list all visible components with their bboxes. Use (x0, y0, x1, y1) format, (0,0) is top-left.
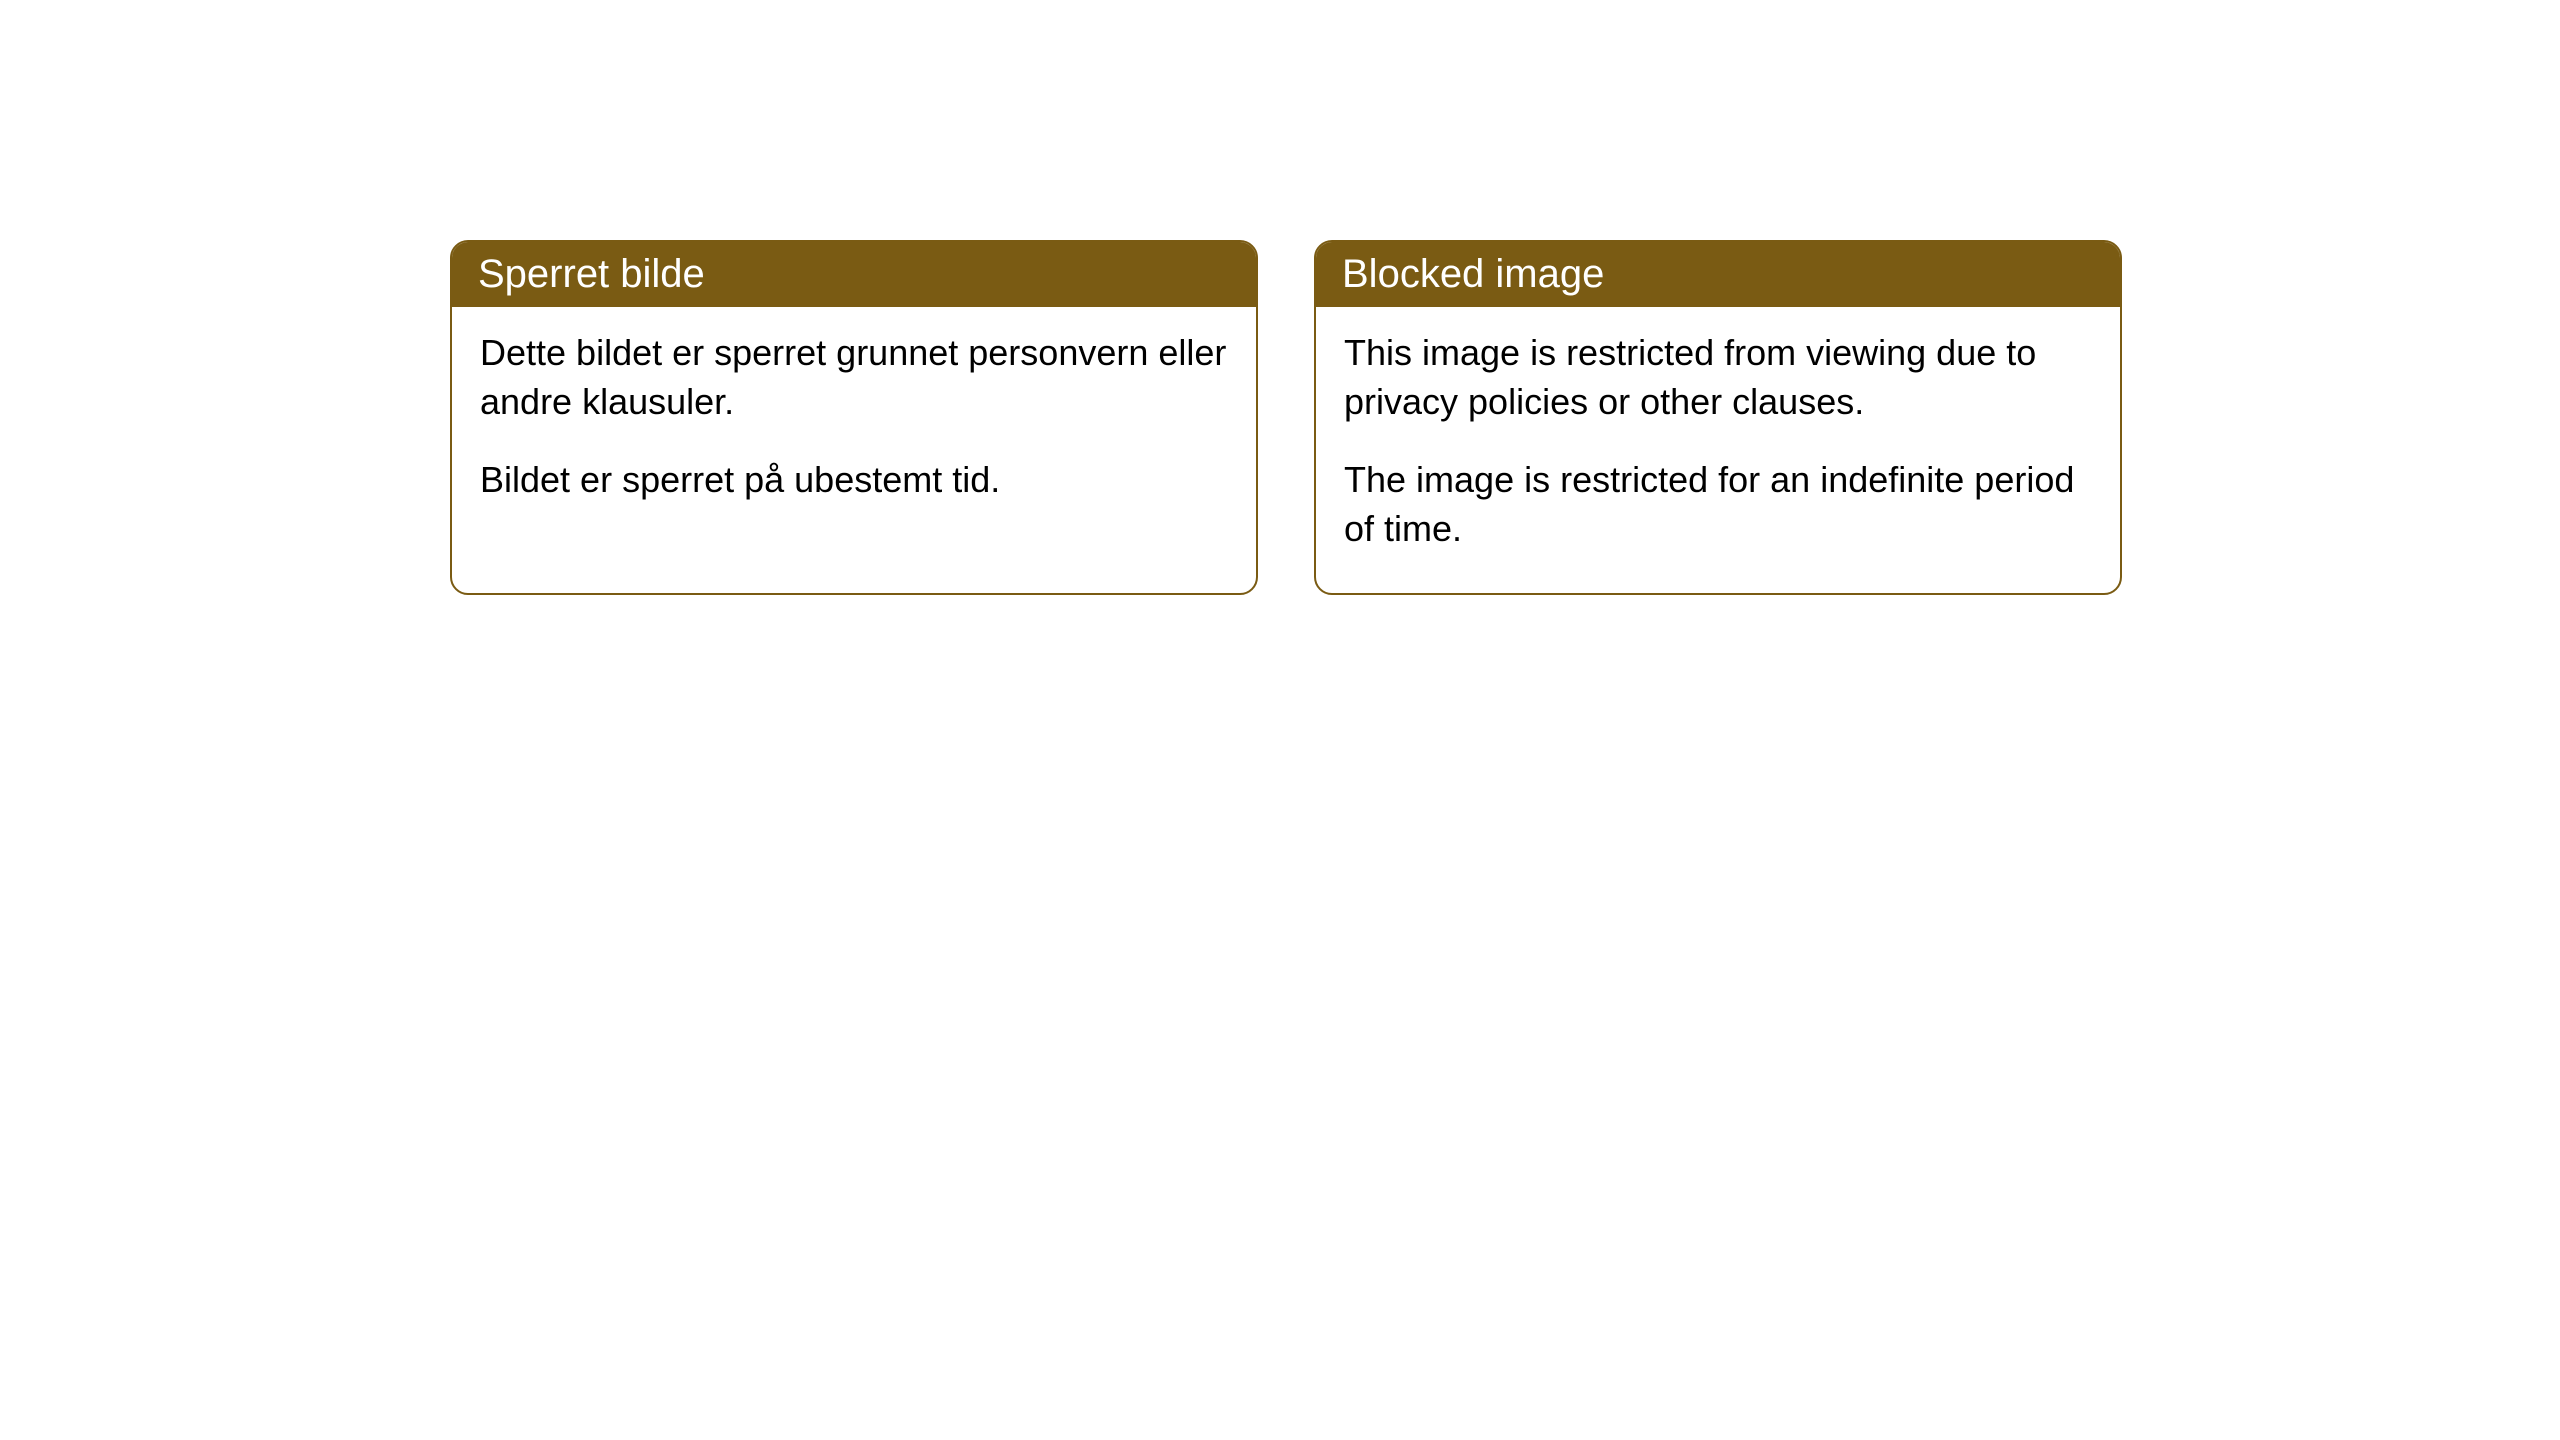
blocked-image-card-norwegian: Sperret bilde Dette bildet er sperret gr… (450, 240, 1258, 595)
card-body: Dette bildet er sperret grunnet personve… (452, 307, 1256, 545)
card-title: Sperret bilde (478, 252, 705, 296)
card-paragraph: The image is restricted for an indefinit… (1344, 456, 2092, 553)
blocked-image-card-english: Blocked image This image is restricted f… (1314, 240, 2122, 595)
card-paragraph: This image is restricted from viewing du… (1344, 329, 2092, 426)
card-header: Blocked image (1316, 242, 2120, 307)
card-paragraph: Bildet er sperret på ubestemt tid. (480, 456, 1228, 505)
cards-container: Sperret bilde Dette bildet er sperret gr… (450, 240, 2122, 595)
card-body: This image is restricted from viewing du… (1316, 307, 2120, 593)
card-paragraph: Dette bildet er sperret grunnet personve… (480, 329, 1228, 426)
card-header: Sperret bilde (452, 242, 1256, 307)
card-title: Blocked image (1342, 252, 1604, 296)
